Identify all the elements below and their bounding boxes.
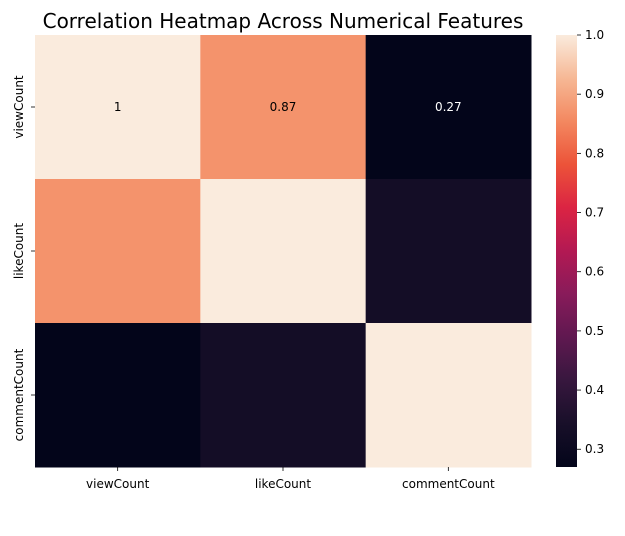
y-axis: viewCount likeCount commentCount	[12, 75, 35, 441]
colorbar-tick-label: 0.6	[585, 265, 604, 279]
heatmap-cell-viewCount-viewCount	[35, 35, 201, 180]
heatmap-cell-viewCount-commentCount	[365, 35, 532, 180]
colorbar-tick-label: 0.4	[585, 383, 604, 397]
heatmap-cell-likeCount-viewCount	[35, 179, 201, 324]
x-axis: viewCount likeCount commentCount	[86, 467, 495, 491]
cell-annotation: 0.87	[270, 100, 297, 114]
colorbar-tick-label: 0.3	[585, 442, 604, 456]
cell-annotation: 0.27	[435, 100, 462, 114]
x-tick-label: commentCount	[402, 477, 495, 491]
heatmap-cell-commentCount-viewCount	[35, 323, 201, 468]
heatmap-cell-commentCount-commentCount	[365, 323, 532, 468]
colorbar-axis: 0.3 0.4 0.5 0.6 0.7 0.8 0.9 1.0	[577, 28, 604, 456]
heatmap-annotations: 1 0.87 0.27	[114, 100, 462, 114]
y-tick-label: viewCount	[12, 75, 26, 139]
heatmap-cell-viewCount-likeCount	[200, 35, 367, 180]
colorbar	[556, 35, 577, 467]
colorbar-tick-label: 0.8	[585, 146, 604, 160]
colorbar-tick-label: 1.0	[585, 28, 604, 42]
x-tick-label: viewCount	[86, 477, 150, 491]
heatmap-cells	[35, 35, 532, 468]
y-tick-label: likeCount	[12, 223, 26, 280]
colorbar-tick-label: 0.7	[585, 206, 604, 220]
y-tick-label: commentCount	[12, 348, 26, 441]
colorbar-tick-label: 0.5	[585, 324, 604, 338]
heatmap-cell-likeCount-likeCount	[200, 179, 367, 324]
x-tick-label: likeCount	[255, 477, 312, 491]
heatmap-cell-commentCount-likeCount	[200, 323, 367, 468]
chart-title: Correlation Heatmap Across Numerical Fea…	[43, 9, 524, 33]
heatmap-cell-likeCount-commentCount	[365, 179, 532, 324]
colorbar-tick-label: 0.9	[585, 87, 604, 101]
cell-annotation: 1	[114, 100, 122, 114]
